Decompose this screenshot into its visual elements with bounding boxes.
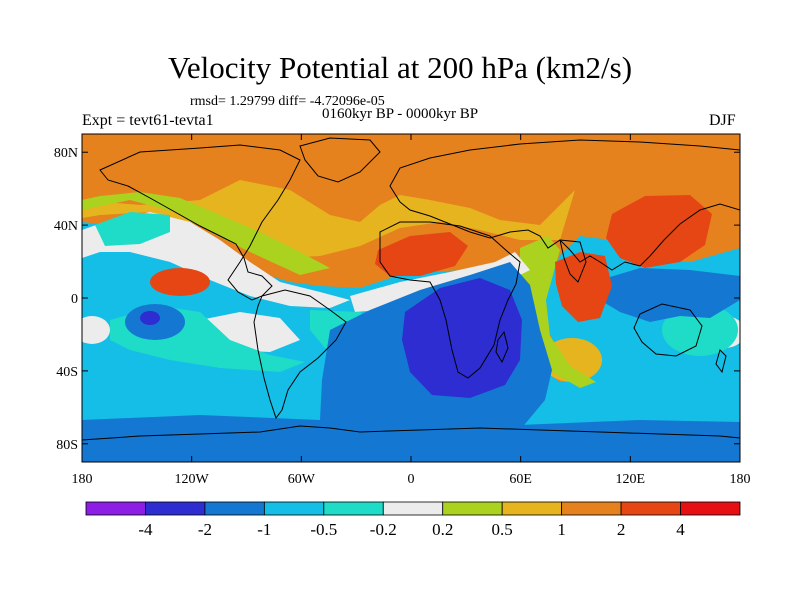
- y-tick-label: 40N: [54, 219, 78, 234]
- experiment-label: Expt = tevt61-tevta1: [82, 112, 214, 129]
- weak-positive-region-north: [82, 180, 575, 258]
- coastline-greenland: [299, 137, 381, 183]
- colorbar-swatch: [620, 501, 681, 516]
- period-text: 0160kyr BP - 0000kyr BP: [322, 106, 479, 122]
- strong-negative-region: [402, 278, 522, 398]
- colorbar-swatch: [680, 501, 741, 516]
- colorbar-swatch: [501, 501, 563, 516]
- maximum-north-africa: [375, 232, 468, 276]
- colorbar-swatch: [382, 501, 444, 516]
- colorbar-label: 1: [557, 520, 566, 539]
- y-tick-label: 80S: [56, 438, 78, 453]
- neutral-band-atlantic: [350, 252, 530, 312]
- coastlines: [82, 137, 740, 441]
- y-tick-label: 80N: [54, 146, 78, 161]
- stats-text: rmsd= 1.29799 diff= -4.72096e-05: [190, 94, 385, 109]
- negative-region-antarctic: [82, 415, 740, 462]
- chart-title: Velocity Potential at 200 hPa (km2/s): [167, 50, 633, 85]
- coastline-eurasia: [389, 139, 740, 271]
- coastline-madagascar: [495, 330, 509, 364]
- colorbar-label: -4: [138, 520, 153, 539]
- colorbar-label: 0.5: [492, 520, 513, 539]
- x-tick-label: 120E: [616, 472, 646, 487]
- y-tick-label: 0: [71, 292, 78, 307]
- colorbar-swatch: [145, 501, 206, 516]
- maximum-east-pacific: [150, 268, 210, 296]
- x-tick-label: 180: [72, 472, 93, 487]
- coastline-antarctica: [82, 425, 740, 441]
- green-band: [82, 192, 330, 275]
- colorbar-swatch: [561, 501, 622, 516]
- x-tick-label: 0: [408, 472, 415, 487]
- coastline-new-zealand: [715, 349, 727, 374]
- colorbar-label: 2: [617, 520, 626, 539]
- contour-fill: [82, 134, 740, 462]
- maximum-east-asia: [606, 195, 712, 268]
- coastline-north-america: [99, 144, 301, 301]
- neutral-region-west: [82, 316, 110, 344]
- negative-region-indonesia: [600, 268, 740, 322]
- colorbar-label: 4: [676, 520, 685, 539]
- colorbar-label: -0.2: [370, 520, 397, 539]
- coastline-africa: [379, 221, 521, 379]
- colorbar-label: -0.5: [310, 520, 337, 539]
- axis-ticks: 180 120W 60W 0 60E 120E 180 80N 40N 0 40S 80S: [54, 134, 751, 487]
- maximum-indian-ocean: [555, 252, 612, 322]
- x-tick-label: 180: [730, 472, 751, 487]
- colorbar-swatch: [263, 501, 325, 516]
- strong-negative-region-pacific: [140, 311, 160, 325]
- coastline-south-america: [253, 289, 347, 420]
- teal-patch-nw: [95, 212, 170, 246]
- y-tick-label: 40S: [56, 365, 78, 380]
- x-tick-label: 60E: [509, 472, 532, 487]
- colorbar-swatch: [442, 501, 503, 516]
- coastline-australia: [633, 303, 703, 357]
- green-band-india: [520, 236, 596, 388]
- colorbar-label: -2: [198, 520, 212, 539]
- colorbar-swatch: [323, 501, 384, 516]
- colorbar-swatch: [204, 501, 265, 516]
- colorbar-swatch: [85, 501, 146, 516]
- season-label: DJF: [709, 112, 736, 129]
- colorbar: -4 -2 -1 -0.5 -0.2 0.2 0.5 1 2 4: [85, 501, 741, 539]
- colorbar-label: -1: [257, 520, 271, 539]
- x-tick-label: 120W: [175, 472, 210, 487]
- colorbar-label: 0.2: [432, 520, 453, 539]
- teal-patch-east: [662, 304, 738, 356]
- x-tick-label: 60W: [288, 472, 316, 487]
- coastline-india: [559, 239, 587, 283]
